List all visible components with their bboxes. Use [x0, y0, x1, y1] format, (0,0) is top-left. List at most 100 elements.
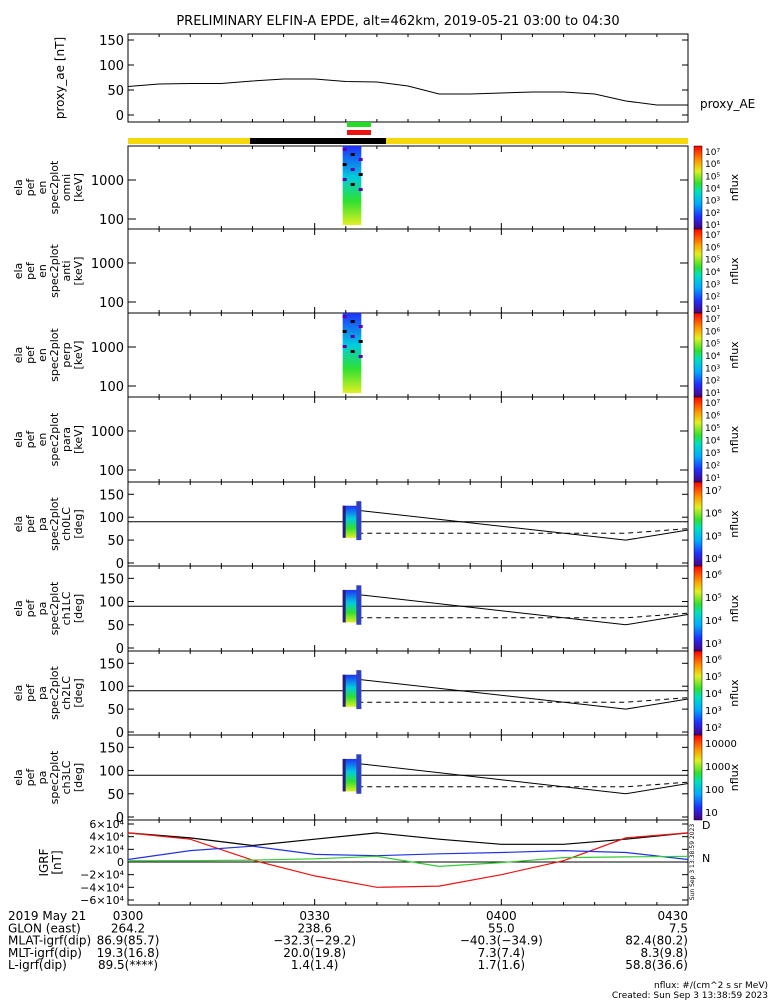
- y-tick-label: 150: [99, 657, 124, 672]
- pa-spectrogram-edge: [342, 589, 346, 623]
- colorbar-tick-label: 10⁷: [705, 148, 720, 158]
- colorbar-tick-label: 10²: [705, 377, 720, 387]
- y-axis-label-line: pef: [24, 599, 37, 618]
- y-axis-label-line: para: [60, 427, 73, 452]
- loss-cone-line: [358, 678, 689, 710]
- y-tick-label: −4×10⁴: [80, 881, 124, 894]
- colorbar-label: nflux: [728, 594, 741, 622]
- spectrogram-noise-pixel: [358, 340, 363, 343]
- spectrogram-noise-pixel: [342, 163, 347, 166]
- footer-row-value: 19.3(16.8): [97, 946, 160, 960]
- y-tick-label: 100: [99, 765, 124, 780]
- y-tick-label: 0: [117, 856, 124, 869]
- colorbar: [693, 481, 703, 567]
- colorbar-tick-label: 10⁶: [705, 243, 720, 253]
- spectrogram-noise-pixel: [350, 183, 355, 186]
- colorbar-label: nflux: [728, 425, 741, 453]
- colorbar-tick-label: 10⁵: [705, 172, 720, 182]
- y-axis-label-line: en: [36, 181, 49, 195]
- colorbar-tick-label: 10: [705, 808, 718, 819]
- y-axis-label-line: pef: [24, 178, 37, 197]
- y-tick-label: 50: [107, 788, 124, 803]
- footer-row-value: −40.3(−34.9): [460, 934, 543, 948]
- colorbar-tick-label: 10¹: [705, 305, 720, 315]
- series-proxy-ae: [127, 78, 688, 106]
- panel-frame-3: [127, 312, 689, 398]
- y-tick-label: 0: [116, 642, 124, 657]
- y-axis-label-line: ela: [12, 516, 25, 533]
- y-axis-label-line: [keV]: [72, 173, 85, 202]
- footer-row-value: 0430: [657, 909, 688, 923]
- colorbar-tick-label: 10⁵: [705, 256, 720, 266]
- colorbar-label: nflux: [728, 679, 741, 707]
- y-axis-label-line: ela: [12, 685, 25, 702]
- y-axis-label-line: ela: [12, 263, 25, 280]
- colorbar-tick-label: 10²: [705, 723, 722, 734]
- colorbar-tick-label: 1000: [705, 762, 730, 773]
- footer-row-value: 20.0(19.8): [283, 946, 346, 960]
- spectrogram-noise-pixel: [342, 178, 347, 181]
- y-tick-label: 100: [99, 511, 124, 526]
- y-tick-label: 0: [116, 557, 124, 572]
- y-axis-label-line: ch2LC: [60, 676, 73, 710]
- series-label-proxy-ae: proxy_AE: [700, 97, 755, 111]
- y-tick-label: 1000: [91, 341, 124, 356]
- igrf-series-blue: [127, 845, 689, 861]
- colorbar-tick-label: 10⁴: [705, 268, 720, 278]
- y-axis-label-line: [deg]: [72, 678, 85, 707]
- y-tick-label: 1000: [91, 257, 124, 272]
- igrf-series-gsm_green: [128, 855, 689, 868]
- colorbar-tick-label: 10⁷: [705, 486, 722, 497]
- colorbar: [693, 734, 703, 821]
- spectrogram-noise-pixel: [358, 325, 363, 328]
- footer-row-value: 58.8(36.6): [625, 958, 688, 972]
- y-axis-label-line: ch0LC: [60, 507, 73, 541]
- colorbar-tick-label: 10¹: [705, 389, 720, 399]
- igrf-series-red: [127, 832, 689, 888]
- footer-row-value: 264.2: [111, 921, 145, 935]
- y-axis-label-line: ch1LC: [60, 591, 73, 625]
- footer-row-label: 2019 May 21: [8, 909, 86, 923]
- panel-frame-7: [127, 650, 689, 736]
- colorbar: [693, 565, 703, 652]
- y-tick-label: 150: [99, 488, 124, 503]
- footer-row-label: L-igrf(dip): [8, 958, 67, 972]
- y-axis-label-line: spec2plot: [48, 497, 61, 551]
- y-axis-label-line: spec2plot: [48, 328, 61, 382]
- y-tick-label: 50: [107, 534, 124, 549]
- footer-row-label: GLON (east): [8, 921, 81, 935]
- y-axis-label-line: [keV]: [72, 257, 85, 286]
- colorbar-tick-label: 10⁶: [705, 160, 720, 170]
- footer-row-value: 82.4(80.2): [625, 934, 688, 948]
- colorbar-tick-label: 10¹: [705, 221, 720, 231]
- y-axis-label-line: [deg]: [72, 509, 85, 538]
- colorbar-tick-label: 10⁴: [705, 185, 720, 195]
- y-tick-label: 50: [107, 619, 124, 634]
- footer-row-value: 55.0: [488, 921, 515, 935]
- colorbar-tick-label: 10000: [705, 739, 737, 750]
- y-tick-label: 0: [116, 726, 124, 741]
- y-axis-label-line: [nT]: [50, 850, 64, 874]
- colorbar-tick-label: 10⁴: [705, 689, 722, 700]
- pa-spectrogram-edge: [356, 585, 362, 625]
- status-bar-black: [250, 138, 386, 144]
- footer-row-label: MLT-igrf(dip): [8, 946, 82, 960]
- y-axis-label-line: [keV]: [72, 425, 85, 454]
- y-tick-label: 50: [107, 84, 124, 99]
- burst-indicator-green: [347, 122, 371, 127]
- y-axis-label-line: [keV]: [72, 341, 85, 370]
- footer-row-value: 238.6: [297, 921, 331, 935]
- pa-spectrogram-edge: [342, 505, 346, 538]
- y-tick-label: 100: [99, 380, 124, 395]
- y-tick-label: 150: [99, 741, 124, 756]
- colorbar-tick-label: 10³: [705, 449, 720, 459]
- y-axis-label-line: spec2plot: [48, 412, 61, 466]
- footer-row-value: 89.5(****): [98, 958, 158, 972]
- colorbar-tick-label: 10²: [705, 209, 720, 219]
- y-axis-label-line: ela: [12, 179, 25, 196]
- y-axis-label-line: ch3LC: [60, 760, 73, 794]
- panel-frame-0: [127, 33, 689, 123]
- y-tick-label: 2×10⁴: [89, 843, 124, 856]
- footer-row-value: 1.7(1.6): [478, 958, 526, 972]
- colorbar: [693, 228, 703, 314]
